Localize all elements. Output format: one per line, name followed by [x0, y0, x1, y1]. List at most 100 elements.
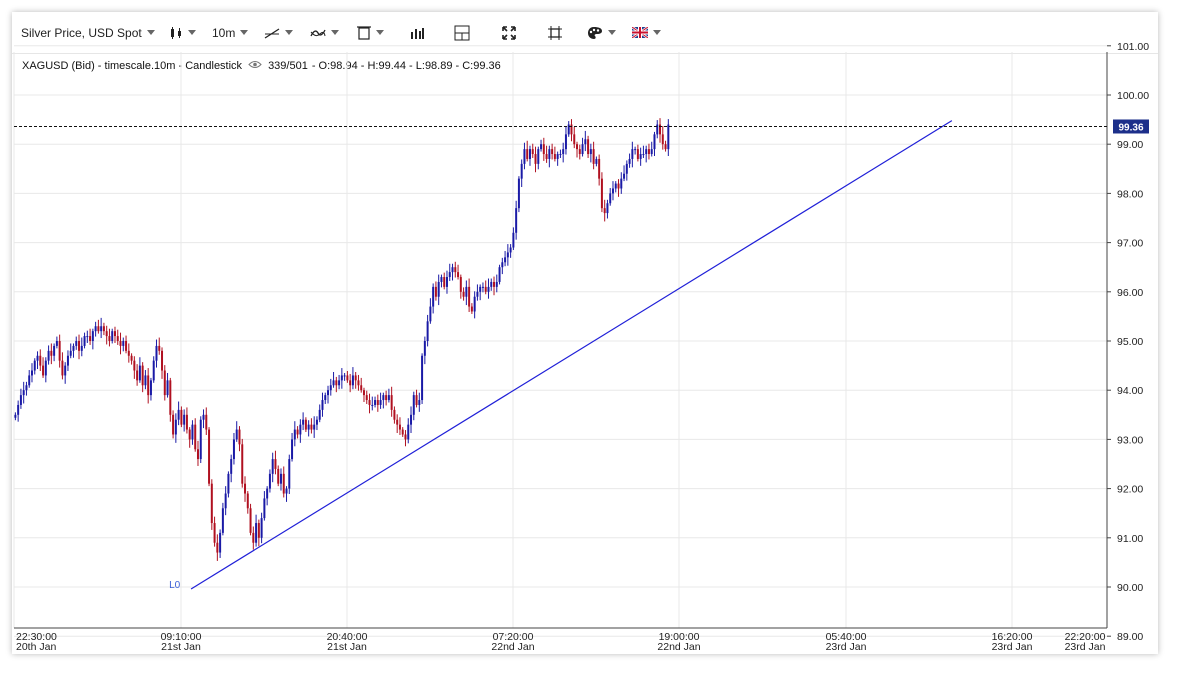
- y-tick-label: 95.00: [1117, 336, 1143, 348]
- candle-body: [313, 424, 316, 430]
- candle-body: [564, 134, 567, 150]
- candle-body: [64, 365, 67, 376]
- candle-body: [509, 247, 512, 253]
- candle-body: [130, 355, 133, 361]
- chart-toolbar: Silver Price, USD Spot 10m: [12, 12, 1158, 54]
- chevron-down-icon: [285, 30, 293, 35]
- candle-body: [434, 286, 437, 297]
- instrument-selector[interactable]: Silver Price, USD Spot: [21, 12, 155, 53]
- candle-body: [285, 488, 288, 494]
- candle-body: [634, 149, 637, 151]
- candle-body: [534, 154, 537, 164]
- candle-body: [89, 336, 92, 341]
- candle-body: [282, 473, 285, 494]
- candle-body: [83, 336, 86, 346]
- chevron-down-icon: [146, 30, 155, 35]
- candle-body: [25, 385, 28, 391]
- candle-body: [412, 395, 415, 415]
- candle-body: [44, 360, 47, 376]
- candle-body: [177, 409, 180, 420]
- series-legend: XAGUSD (Bid) - timescale.10m - Candlesti…: [22, 60, 501, 72]
- candle-body: [163, 370, 166, 396]
- x-tick-date-label: 23rd Jan: [1065, 641, 1106, 653]
- candle-body: [202, 414, 205, 420]
- candle-body: [338, 380, 341, 386]
- candle-body: [238, 429, 241, 445]
- candle-body: [595, 158, 598, 164]
- candle-body: [332, 380, 335, 386]
- theme-button[interactable]: [587, 12, 616, 53]
- language-button[interactable]: [632, 12, 661, 53]
- candle-body: [504, 257, 507, 263]
- x-tick-date-label: 20th Jan: [16, 641, 56, 653]
- candle-body: [473, 296, 476, 312]
- candle-body: [288, 459, 291, 489]
- volume-toggle-button[interactable]: [410, 12, 424, 53]
- candle-body: [537, 149, 540, 164]
- candle-body: [196, 449, 199, 460]
- candle-body: [174, 419, 177, 435]
- candle-body: [614, 183, 617, 189]
- bar-count: 339/501: [268, 60, 308, 72]
- candle-body: [371, 404, 374, 406]
- snapshot-button[interactable]: [548, 12, 562, 53]
- fullscreen-button[interactable]: [502, 12, 516, 53]
- candle-body: [360, 385, 363, 391]
- candle-body: [598, 158, 601, 179]
- candle-body: [465, 286, 468, 297]
- candle-body: [562, 149, 565, 155]
- candle-body: [396, 419, 399, 425]
- candle-body: [551, 149, 554, 155]
- y-tick-label: 94.00: [1117, 385, 1143, 397]
- candle-body: [600, 178, 603, 209]
- chart-type-button[interactable]: [169, 12, 196, 53]
- candle-body: [105, 331, 108, 337]
- candle-body: [255, 523, 258, 543]
- candle-body: [340, 375, 343, 381]
- interval-label: 10m: [212, 25, 236, 40]
- candle-body: [291, 439, 294, 460]
- chevron-down-icon: [240, 30, 249, 35]
- delete-drawings-button[interactable]: [357, 12, 384, 53]
- candle-body: [47, 350, 50, 361]
- candle-body: [357, 380, 360, 386]
- indicators-button[interactable]: [310, 12, 339, 53]
- eye-icon[interactable]: [248, 60, 262, 72]
- candle-body: [127, 350, 130, 356]
- candle-body: [454, 267, 457, 273]
- drawing-tools-button[interactable]: [264, 12, 293, 53]
- candle-body: [556, 154, 559, 159]
- candle-body: [19, 395, 22, 405]
- indicator-icon: [310, 26, 326, 40]
- candle-body: [14, 414, 17, 418]
- candle-body: [429, 306, 432, 322]
- x-tick-date-label: 23rd Jan: [826, 641, 867, 653]
- candle-body: [224, 493, 227, 509]
- candle-body: [172, 414, 175, 435]
- last-price-label: 99.36: [1118, 122, 1143, 133]
- candle-body: [368, 400, 371, 405]
- candle-body: [351, 375, 354, 386]
- candle-body: [180, 409, 183, 425]
- candle-body: [210, 483, 213, 524]
- candle-body: [410, 414, 413, 425]
- trendline-label: L0: [169, 580, 181, 591]
- candle-body: [219, 532, 222, 553]
- candle-body: [667, 124, 670, 150]
- candle-body: [570, 124, 573, 135]
- candle-body: [138, 365, 141, 381]
- candle-body: [611, 188, 614, 194]
- candle-body: [542, 144, 545, 155]
- crosshair-layout-button[interactable]: [454, 12, 470, 53]
- candle-body: [199, 419, 202, 460]
- candle-body: [423, 341, 426, 356]
- candle-body: [69, 350, 72, 356]
- interval-selector[interactable]: 10m: [212, 12, 249, 53]
- candle-body: [302, 419, 305, 425]
- candle-body: [147, 375, 150, 396]
- candle-body: [152, 360, 155, 381]
- candle-body: [385, 395, 388, 401]
- candle-body: [260, 518, 263, 538]
- candle-body: [606, 203, 609, 214]
